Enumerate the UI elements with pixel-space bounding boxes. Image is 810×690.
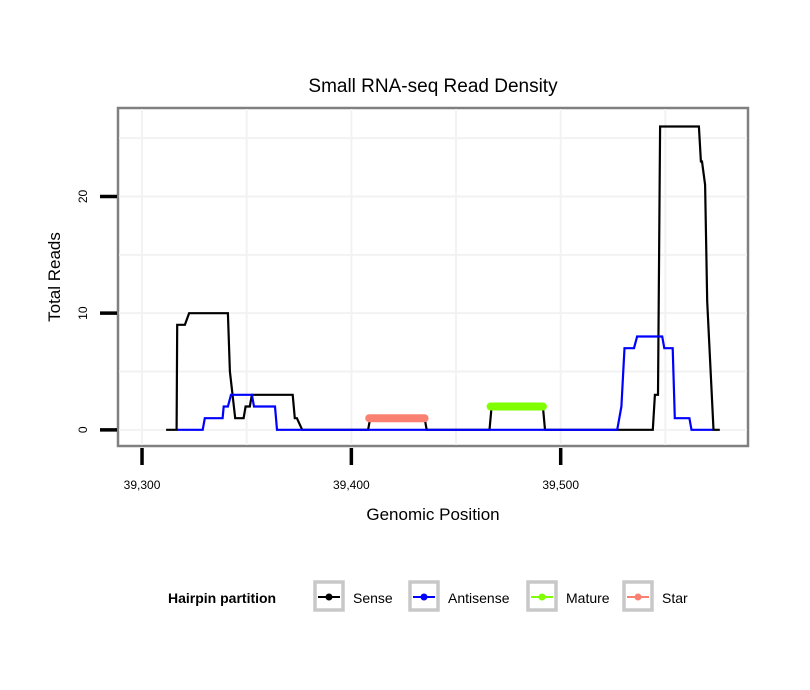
y-axis-title: Total Reads [45, 232, 64, 322]
legend: Hairpin partition Sense Antisense Mature St… [168, 580, 688, 612]
x-tick-label: 39,300 [124, 478, 161, 492]
y-tick-label: 20 [76, 190, 90, 204]
x-tick-label: 39,400 [333, 478, 370, 492]
legend-key-point [538, 593, 546, 601]
legend-item-antisense: Antisense [408, 580, 510, 612]
series-line-antisense [177, 335, 713, 431]
chart-title: Small RNA-seq Read Density [308, 76, 558, 97]
legend-label: Antisense [448, 590, 510, 606]
plot-panel [116, 106, 750, 448]
y-tick-label: 10 [76, 306, 90, 320]
legend-item-star: Star [622, 580, 688, 612]
grid-lines [119, 109, 747, 445]
x-axis-title: Genomic Position [366, 505, 499, 524]
legend-label: Mature [566, 590, 610, 606]
legend-key-point [634, 593, 642, 601]
legend-item-mature: Mature [526, 580, 610, 612]
x-tick-label: 39,500 [542, 478, 579, 492]
legend-key-point [420, 593, 428, 601]
y-tick-label: 0 [76, 426, 90, 433]
legend-key-point [325, 593, 333, 601]
legend-item-sense: Sense [313, 580, 393, 612]
series-layer [166, 125, 720, 431]
legend-label: Star [662, 590, 688, 606]
legend-label: Sense [353, 590, 393, 606]
y-axis: 0 10 20 [76, 190, 117, 433]
legend-title: Hairpin partition [168, 590, 276, 606]
x-axis: 39,300 39,400 39,500 [124, 448, 579, 492]
